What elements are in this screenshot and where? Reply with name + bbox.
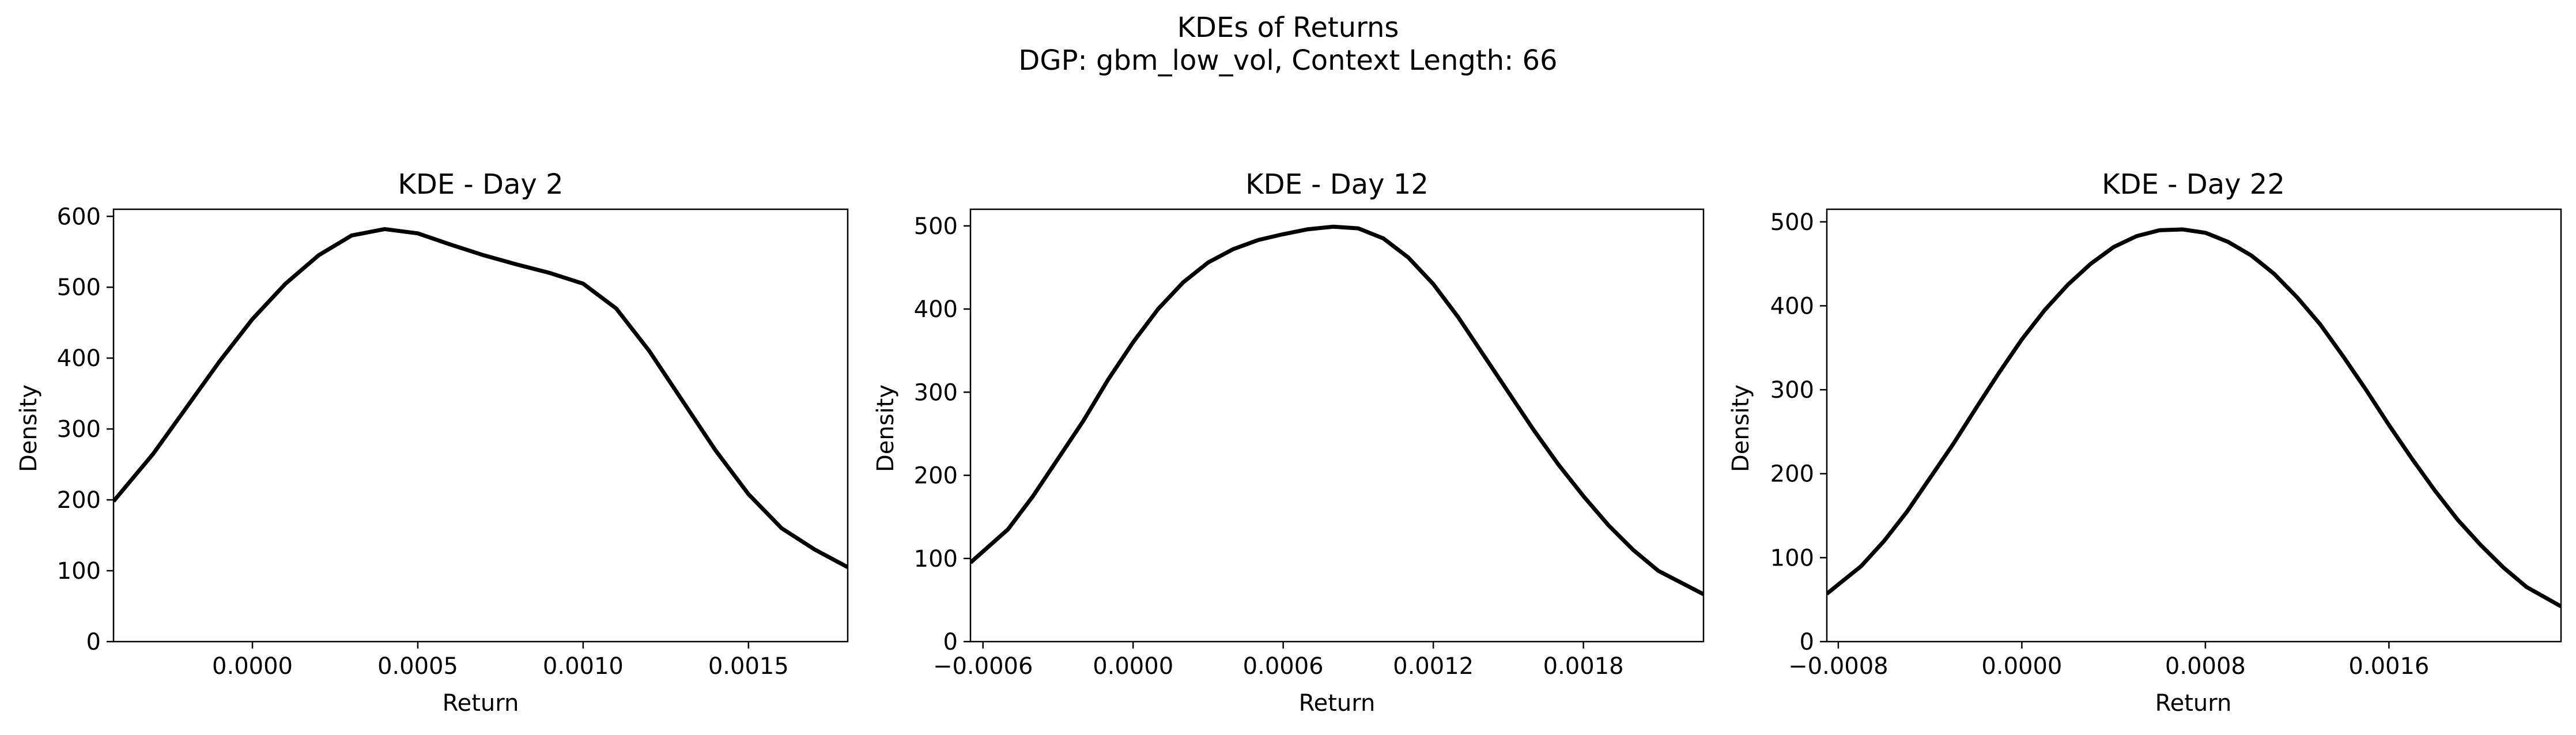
x-tick-label: −0.0006 [933, 653, 1033, 680]
x-axis-label: Return [2155, 690, 2232, 717]
kde-line [114, 227, 848, 569]
y-tick-label: 0 [1800, 629, 1814, 655]
y-tick-label: 200 [914, 463, 958, 489]
x-axis-label: Return [1299, 690, 1376, 717]
x-tick-label: 0.0006 [1243, 653, 1324, 680]
kde-line [970, 224, 1704, 596]
y-tick-label: 600 [57, 203, 101, 230]
subplot-day-2: KDE - Day 2 Return Density 0.0000 0.0005 0… [16, 168, 849, 717]
x-tick-label: 0.0016 [2348, 653, 2429, 680]
y-tick-label: 400 [57, 345, 101, 372]
y-axis-label: Density [1728, 385, 1754, 472]
subplot-title: KDE - Day 2 [398, 168, 563, 201]
y-tick-label: 100 [1770, 545, 1814, 571]
x-axis-label: Return [443, 690, 519, 717]
x-tick-label: 0.0012 [1393, 653, 1474, 680]
subplot-title: KDE - Day 22 [2102, 168, 2285, 201]
y-tick-label: 200 [1770, 461, 1814, 488]
y-tick-label: 300 [914, 379, 958, 406]
y-tick-label: 100 [914, 546, 958, 572]
y-tick-label: 200 [57, 487, 101, 514]
y-tick-label: 0 [86, 629, 101, 655]
subplot-title: KDE - Day 12 [1245, 168, 1429, 201]
y-tick-label: 500 [1770, 209, 1814, 236]
figure-subtitle: DGP: gbm_low_vol, Context Length: 66 [1018, 44, 1557, 77]
kde-line [1827, 227, 2561, 608]
x-tick-label: 0.0000 [212, 653, 293, 680]
y-tick-label: 400 [1770, 293, 1814, 319]
plot-frame [112, 208, 849, 643]
subplot-day-22: KDE - Day 22 Return Density −0.0008 0.000… [1728, 168, 2562, 717]
plot-frame [1826, 208, 2562, 643]
y-tick-label: 100 [57, 558, 101, 585]
y-tick-label: 500 [57, 274, 101, 301]
y-axis-label: Density [16, 385, 42, 472]
x-tick-label: 0.0008 [2165, 653, 2246, 680]
x-tick-label: 0.0010 [543, 653, 624, 680]
y-tick-label: 500 [914, 213, 958, 240]
y-tick-label: 0 [943, 629, 958, 655]
subplot-day-12: KDE - Day 12 Return Density −0.0006 0.000… [872, 168, 1705, 717]
figure-title: KDEs of Returns [1177, 12, 1399, 44]
x-tick-label: 0.0018 [1543, 653, 1624, 680]
x-tick-label: −0.0008 [1788, 653, 1888, 680]
y-tick-label: 300 [57, 416, 101, 443]
y-tick-label: 300 [1770, 377, 1814, 404]
x-tick-label: 0.0005 [377, 653, 458, 680]
y-axis-label: Density [872, 385, 899, 472]
x-tick-label: 0.0000 [1981, 653, 2062, 680]
plot-frame [969, 208, 1705, 643]
x-tick-label: 0.0015 [708, 653, 789, 680]
y-tick-label: 400 [914, 296, 958, 323]
x-tick-label: 0.0000 [1093, 653, 1173, 680]
